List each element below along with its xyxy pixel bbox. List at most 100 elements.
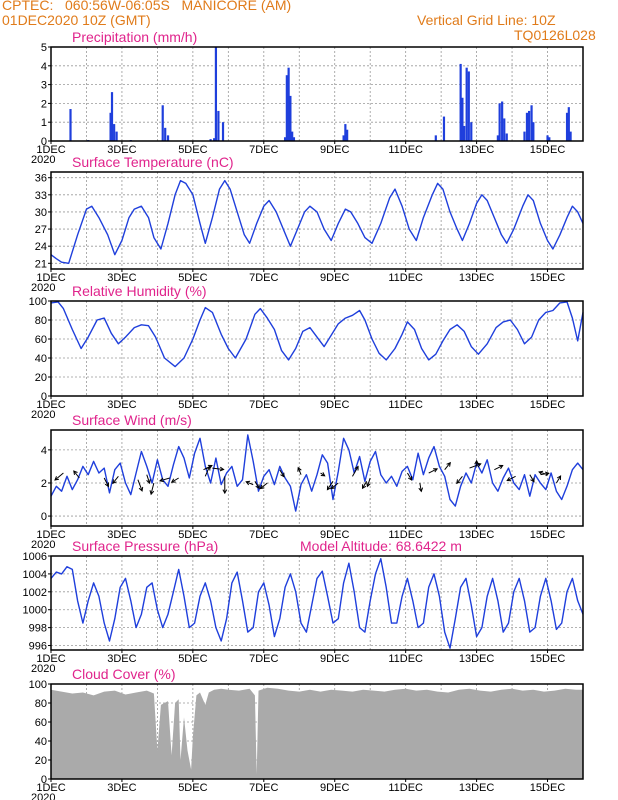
x-tick-label: 13DEC [459, 144, 495, 156]
wind-vector [254, 481, 260, 489]
wind-vector [171, 477, 179, 483]
precip-bar [213, 138, 216, 141]
y-tick-label: 100 [29, 679, 47, 691]
precip-bar [527, 110, 531, 141]
precip-bar [525, 112, 529, 141]
wind-vector [54, 472, 64, 481]
x-tick-label: 9DEC [320, 782, 349, 794]
wind-vector [529, 474, 535, 482]
wind-vector [73, 470, 80, 479]
x-tick-label: 3DEC [107, 782, 136, 794]
wind-vector [245, 481, 254, 486]
y-tick-label: 60 [35, 717, 47, 729]
wind-vector-head [259, 484, 265, 490]
wind-vector [279, 469, 285, 477]
y-tick-label: 1 [41, 117, 47, 129]
precip-bar [164, 127, 167, 141]
panel-pres: 996 998 1000 1002 1004 1006 1DEC 3DEC 5DEC 7DEC 9D… [23, 538, 584, 675]
x-tick-label: 11DEC [388, 529, 423, 541]
x-tick-label: 15DEC [530, 272, 566, 284]
wind-vector-head [474, 459, 479, 465]
cloud-area [51, 687, 583, 779]
panel-frame [50, 171, 584, 270]
y-tick-label: 100 [29, 296, 47, 308]
wind-vector-head [418, 487, 424, 493]
precip-bar [214, 47, 218, 141]
wind-vector-head [149, 490, 155, 496]
precip-bar [503, 118, 506, 141]
precip-bar [465, 67, 468, 141]
y-tick-label: 4 [41, 61, 47, 73]
x-tick-label: 3DEC [107, 529, 136, 541]
year-label: 2020 [31, 663, 55, 675]
wind-vector [326, 481, 334, 490]
panel-wind: 0 2 4 1DEC 3DEC 5DEC 7DEC 9DEC 11DEC 13DEC 15DEC 20… [31, 412, 584, 551]
header-location: 060:56W-06:05S MANICORE (AM) [65, 0, 292, 13]
precip-bar [109, 112, 112, 141]
wind-vector [419, 482, 422, 492]
y-tick-label: 0 [41, 136, 47, 148]
y-tick-label: 21 [35, 258, 47, 270]
x-tick-label: 5DEC [178, 782, 207, 794]
precip-bar [287, 67, 290, 141]
panel-frame [50, 46, 584, 142]
wind-vector-head [205, 465, 211, 471]
precip-bar [344, 124, 347, 141]
y-tick-label: 80 [35, 698, 47, 710]
y-tick-label: 1004 [23, 569, 47, 581]
year-label: 2020 [31, 409, 55, 421]
header-grid-note: Vertical Grid Line: 10Z [417, 12, 556, 28]
wind-vector [456, 476, 463, 484]
wind-vector [103, 477, 109, 487]
y-tick-label: 1000 [23, 605, 47, 617]
wind-vector [159, 477, 170, 482]
wind-vector-head [556, 475, 562, 481]
precip-bar [166, 135, 170, 141]
precip-bar [463, 125, 466, 141]
y-tick-label: 1002 [23, 587, 47, 599]
wind-vector [260, 482, 268, 489]
header-org: CPTEC: [2, 0, 54, 13]
wind-vector [137, 479, 143, 492]
y-tick-label: 2 [41, 478, 47, 490]
year-label: 2020 [31, 539, 55, 551]
wind-vector-head [112, 479, 117, 485]
x-tick-label: 1DEC [36, 399, 65, 411]
precip-bar [342, 135, 345, 141]
wind-vector-head [544, 471, 550, 477]
year-label: 2020 [31, 792, 55, 800]
x-tick-label: 5DEC [178, 399, 207, 411]
y-tick-label: 20 [35, 755, 47, 767]
precip-bar [569, 131, 572, 141]
wind-vector-head [245, 480, 251, 486]
y-tick-label: 0 [41, 511, 47, 523]
precip-bar [530, 105, 533, 141]
x-tick-label: 15DEC [530, 653, 566, 665]
precip-bar [289, 95, 292, 141]
panel-annotation: Model Altitude: 68.6422 m [300, 538, 462, 554]
x-tick-label: 13DEC [459, 653, 495, 665]
panel-cloud: 0 20 40 60 80 100 1DEC 3DEC 5DEC 7DEC 9DEC 11DEC 13D… [29, 666, 584, 800]
wind-vector-head [326, 485, 332, 491]
wind-vector-head [361, 484, 367, 490]
y-tick-label: 0 [41, 774, 47, 786]
header-code: TQ0126L028 [514, 27, 596, 43]
y-tick-label: 1006 [23, 551, 47, 563]
precip-bar [501, 101, 504, 141]
precip-bar [292, 137, 296, 141]
x-tick-label: 3DEC [107, 399, 136, 411]
precip-bar [285, 75, 288, 141]
x-tick-label: 13DEC [459, 399, 495, 411]
x-tick-label: 1DEC [36, 782, 65, 794]
wind-vector-head [320, 472, 326, 477]
wind-vector-head [456, 479, 461, 485]
x-tick-label: 9DEC [320, 653, 349, 665]
panel-frame [50, 429, 584, 527]
wind-vector [366, 477, 371, 487]
x-tick-label: 11DEC [388, 782, 423, 794]
x-tick-label: 7DEC [249, 529, 278, 541]
wind-vector-head [280, 472, 285, 478]
precip-bar [505, 133, 508, 141]
x-tick-label: 1DEC [36, 272, 65, 284]
x-tick-label: 7DEC [249, 653, 278, 665]
